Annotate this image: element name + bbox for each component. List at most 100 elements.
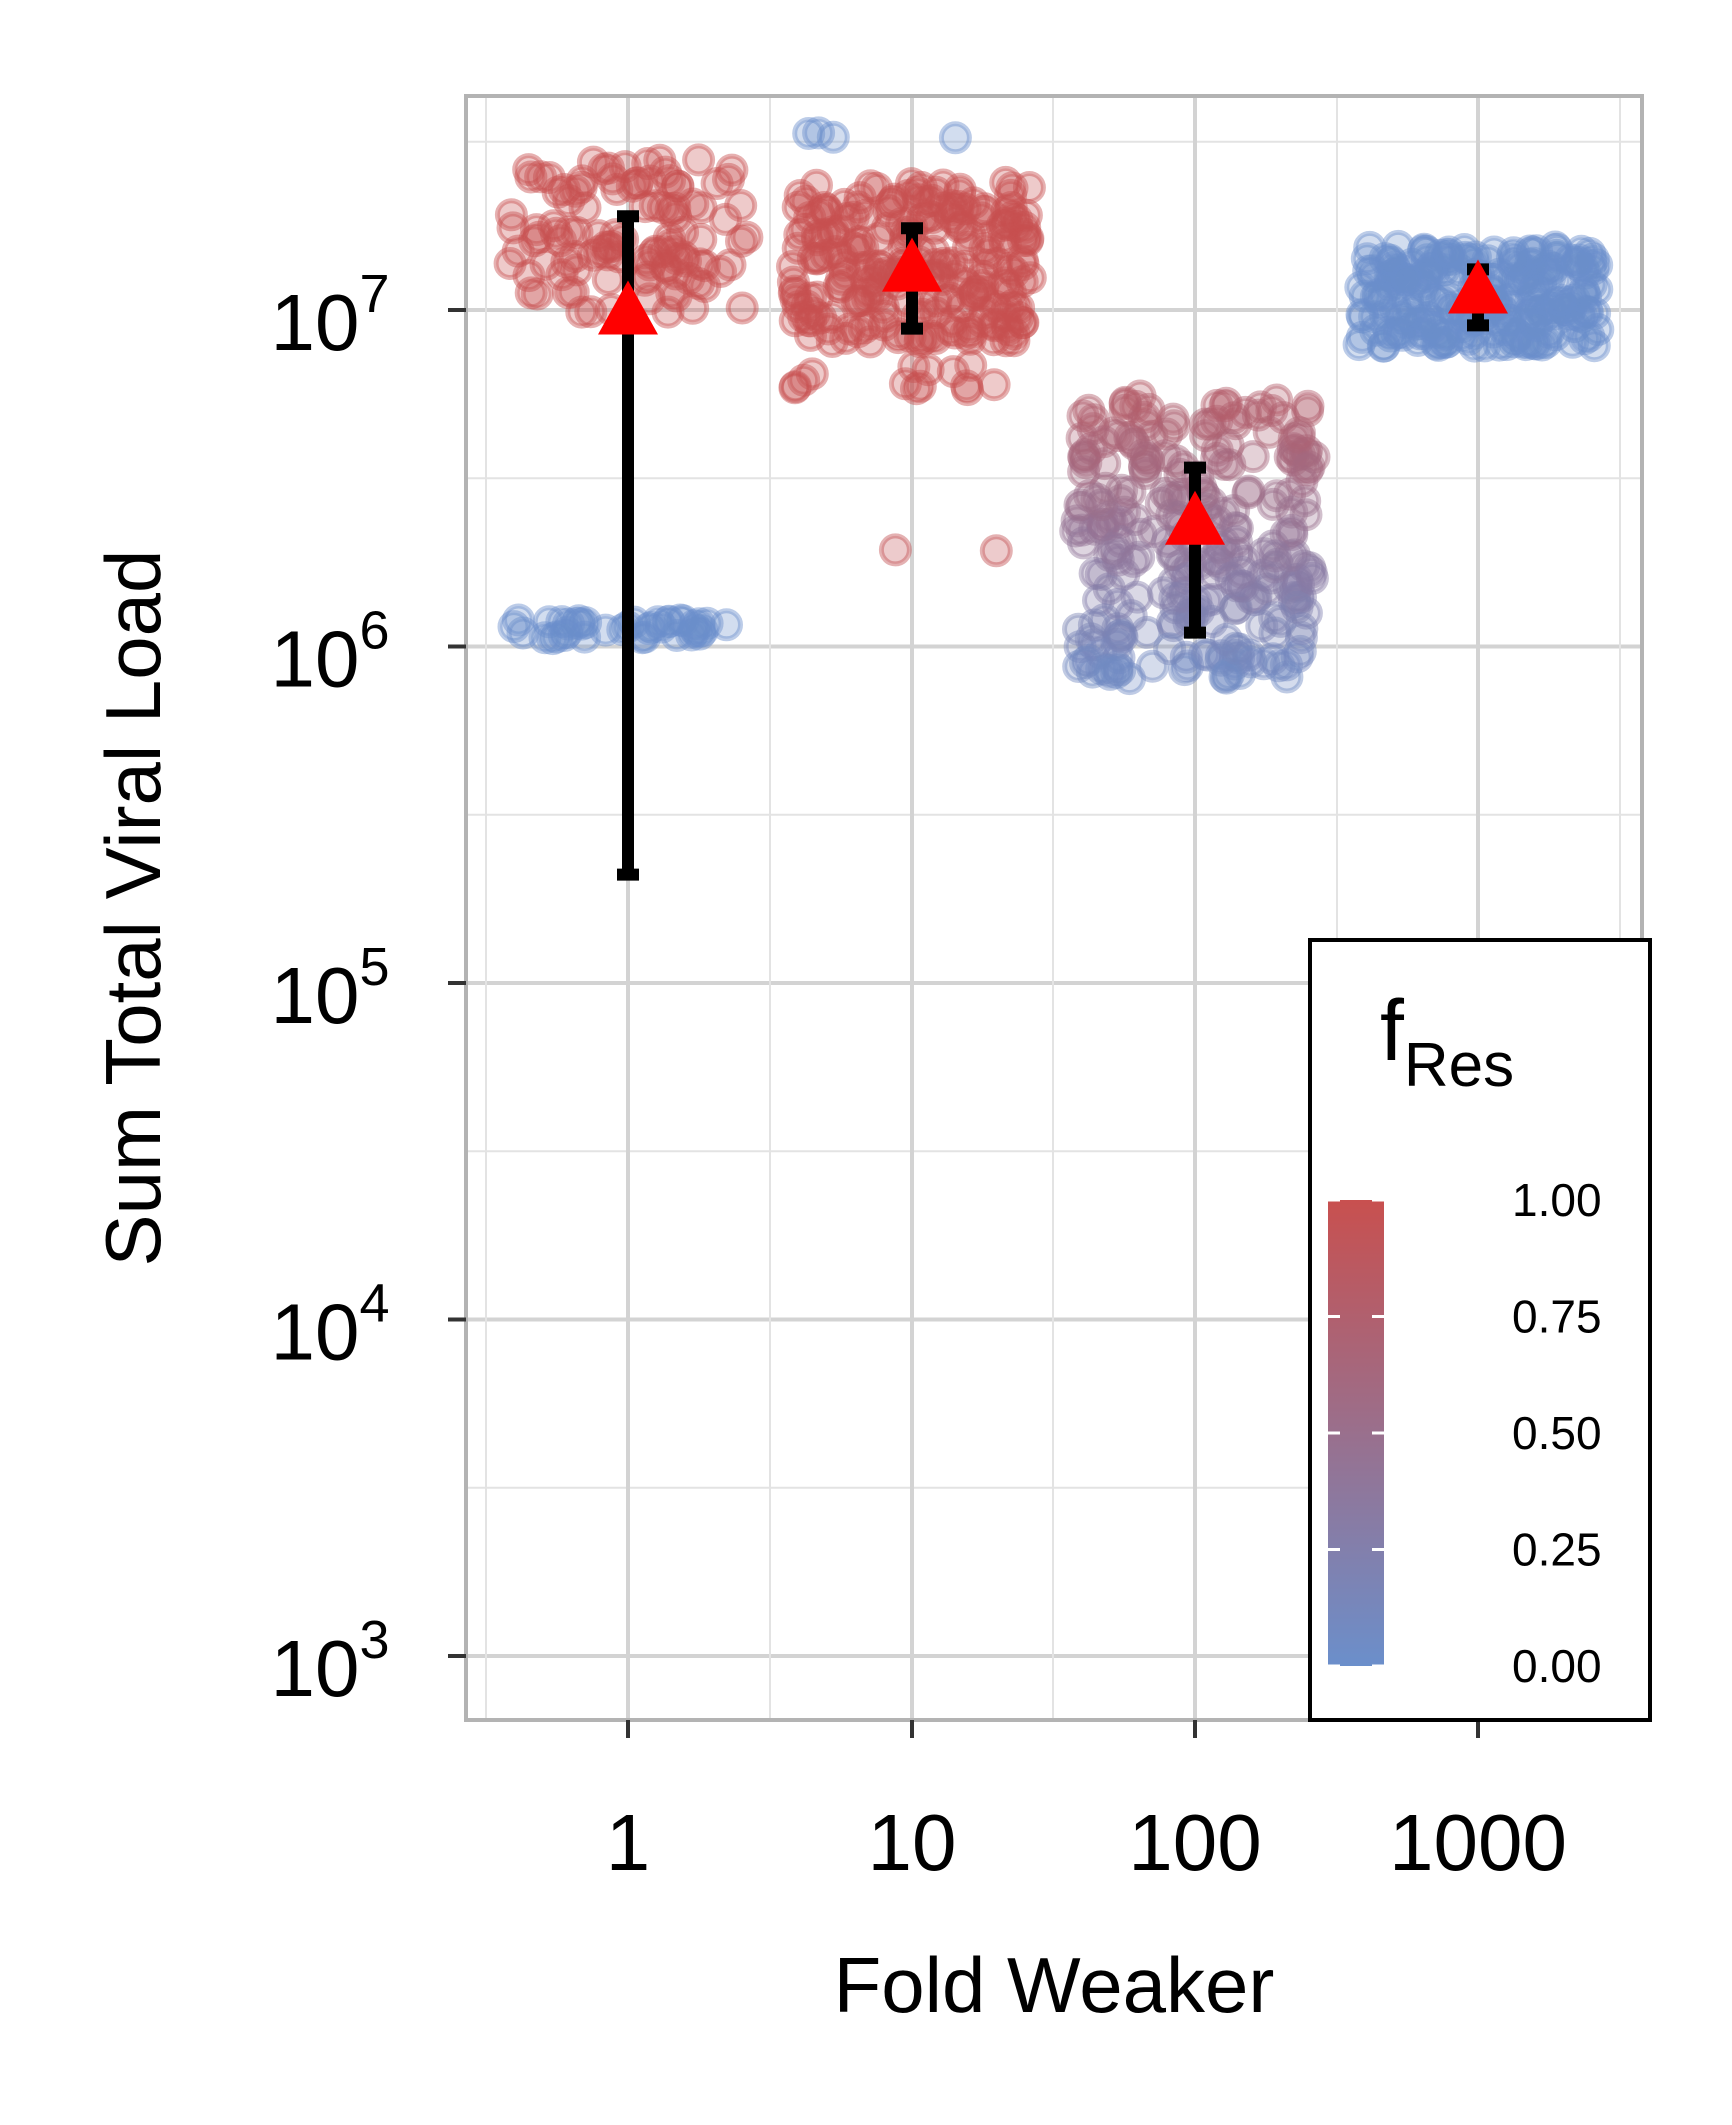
data-point bbox=[854, 169, 887, 203]
data-point bbox=[704, 255, 737, 288]
data-point bbox=[1200, 433, 1234, 467]
data-point bbox=[552, 607, 585, 641]
data-point bbox=[1222, 632, 1256, 666]
data-point bbox=[725, 224, 758, 258]
data-point bbox=[1006, 248, 1040, 281]
data-point bbox=[1403, 307, 1437, 341]
data-point bbox=[1084, 636, 1118, 670]
data-point bbox=[790, 289, 824, 323]
data-point bbox=[1533, 260, 1567, 294]
data-point bbox=[1289, 596, 1323, 630]
data-point bbox=[647, 235, 681, 269]
data-point bbox=[840, 284, 874, 318]
data-point bbox=[928, 249, 962, 282]
data-point bbox=[1560, 247, 1594, 281]
data-point bbox=[1517, 273, 1550, 307]
data-point bbox=[1225, 555, 1259, 589]
data-point bbox=[1077, 403, 1111, 437]
data-point bbox=[1356, 254, 1390, 288]
data-point bbox=[1497, 236, 1531, 270]
data-point bbox=[684, 191, 718, 225]
data-point bbox=[536, 622, 570, 656]
data-point bbox=[565, 607, 599, 641]
data-point bbox=[1244, 390, 1277, 424]
data-point bbox=[827, 187, 861, 221]
data-point bbox=[540, 620, 573, 654]
y-tick-label: 105 bbox=[270, 937, 389, 1040]
data-point bbox=[1262, 649, 1296, 683]
data-point bbox=[1157, 565, 1191, 599]
data-point bbox=[660, 619, 694, 652]
data-point bbox=[1383, 253, 1417, 287]
data-point bbox=[819, 235, 852, 269]
data-point bbox=[926, 168, 960, 202]
data-point bbox=[1499, 317, 1533, 351]
data-point bbox=[532, 161, 566, 194]
data-point bbox=[1540, 232, 1574, 266]
data-point bbox=[1277, 538, 1311, 572]
data-point bbox=[987, 266, 1021, 300]
data-point bbox=[862, 249, 896, 283]
data-point bbox=[1373, 268, 1407, 302]
data-point bbox=[1282, 438, 1316, 471]
data-point bbox=[800, 242, 834, 276]
data-point bbox=[1144, 486, 1178, 520]
data-point bbox=[1274, 539, 1308, 573]
data-point bbox=[522, 220, 556, 254]
data-point bbox=[1130, 615, 1164, 649]
data-point bbox=[1135, 419, 1169, 453]
data-point bbox=[953, 322, 987, 356]
data-point bbox=[968, 232, 1002, 265]
data-point bbox=[1087, 508, 1121, 542]
data-point bbox=[639, 234, 673, 268]
data-point bbox=[591, 238, 625, 272]
legend-ticks: 1.00 0.75 0.50 0.25 0.00 bbox=[1328, 1174, 1602, 1692]
data-point bbox=[1114, 599, 1148, 633]
data-point bbox=[1297, 440, 1331, 474]
data-point bbox=[1576, 242, 1610, 276]
data-point bbox=[556, 275, 590, 309]
data-point bbox=[1101, 543, 1135, 577]
data-point bbox=[800, 280, 834, 314]
data-point bbox=[1209, 386, 1243, 420]
data-point bbox=[1245, 609, 1279, 643]
data-point bbox=[1284, 621, 1318, 655]
data-point bbox=[1417, 254, 1451, 288]
data-point bbox=[1088, 447, 1122, 481]
data-point bbox=[808, 217, 842, 251]
data-point bbox=[1059, 514, 1093, 548]
data-point bbox=[829, 321, 863, 355]
data-point bbox=[1208, 660, 1242, 694]
data-point bbox=[1429, 317, 1463, 351]
data-point bbox=[685, 614, 719, 648]
data-point bbox=[1247, 537, 1281, 571]
data-point bbox=[1065, 421, 1099, 455]
data-point bbox=[927, 191, 961, 225]
data-point bbox=[1246, 558, 1280, 592]
data-point bbox=[1273, 477, 1307, 511]
data-point bbox=[915, 201, 949, 235]
data-point bbox=[1383, 269, 1416, 303]
data-point bbox=[1562, 243, 1596, 277]
data-point bbox=[672, 261, 706, 295]
data-point bbox=[1218, 639, 1252, 672]
data-point bbox=[1421, 328, 1455, 362]
data-point bbox=[545, 605, 579, 639]
data-point bbox=[652, 221, 686, 255]
data-point bbox=[1551, 285, 1585, 319]
data-point bbox=[506, 616, 540, 650]
data-point bbox=[1398, 265, 1432, 299]
data-point bbox=[990, 269, 1024, 303]
data-point bbox=[659, 257, 693, 291]
data-point bbox=[1548, 293, 1582, 327]
data-point bbox=[514, 276, 548, 310]
data-point bbox=[551, 276, 585, 310]
data-point bbox=[1104, 525, 1138, 558]
data-point bbox=[1011, 222, 1045, 256]
data-point bbox=[781, 190, 815, 224]
data-point bbox=[1574, 267, 1608, 301]
data-point bbox=[1063, 488, 1097, 522]
data-point bbox=[1515, 295, 1549, 329]
data-point bbox=[1519, 268, 1553, 302]
data-point bbox=[1373, 259, 1407, 293]
